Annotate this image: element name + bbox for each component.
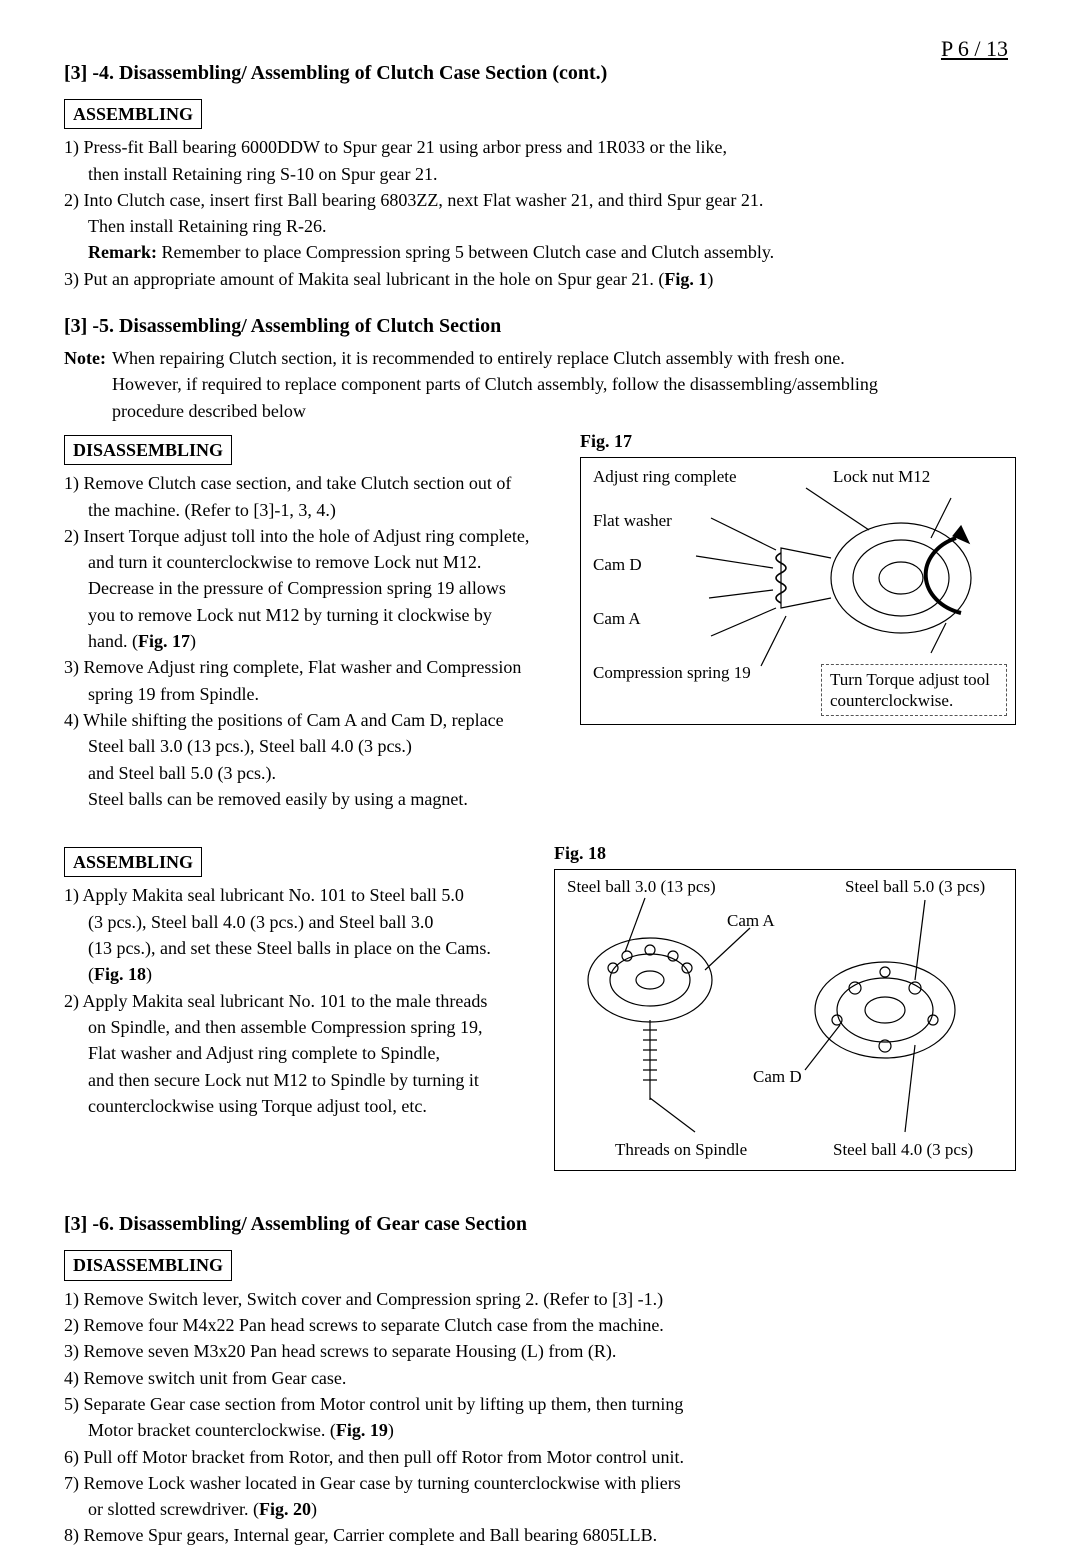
step-3-4-1a: 1) Press-fit Ball bearing 6000DDW to Spu… bbox=[64, 135, 1016, 159]
dis-s2e: hand. (Fig. 17) bbox=[64, 629, 562, 653]
fig17-torque-note: Turn Torque adjust tool counterclockwise… bbox=[821, 664, 1007, 717]
s36-6: 6) Pull off Motor bracket from Rotor, an… bbox=[64, 1445, 1016, 1469]
s36-8: 8) Remove Spur gears, Internal gear, Car… bbox=[64, 1523, 1016, 1547]
s36-7b: or slotted screwdriver. (Fig. 20) bbox=[64, 1497, 1016, 1521]
dis-s2c: Decrease in the pressure of Compression … bbox=[64, 576, 562, 600]
dis-s2a: 2) Insert Torque adjust toll into the ho… bbox=[64, 524, 562, 548]
fig17-caption: Fig. 17 bbox=[580, 429, 1016, 453]
fig18-diagram: Steel ball 3.0 (13 pcs) Steel ball 5.0 (… bbox=[554, 869, 1016, 1171]
fig18-caption: Fig. 18 bbox=[554, 841, 1016, 865]
asm-s2a: 2) Apply Makita seal lubricant No. 101 t… bbox=[64, 989, 536, 1013]
asm-s1a: 1) Apply Makita seal lubricant No. 101 t… bbox=[64, 883, 536, 907]
asm-s1d: (Fig. 18) bbox=[64, 962, 536, 986]
asm-s1b: (3 pcs.), Steel ball 4.0 (3 pcs.) and St… bbox=[64, 910, 536, 934]
dis-s2b: and turn it counterclockwise to remove L… bbox=[64, 550, 562, 574]
dis-s4a: 4) While shifting the positions of Cam A… bbox=[64, 708, 562, 732]
dis-s4c: and Steel ball 5.0 (3 pcs.). bbox=[64, 761, 562, 785]
assembling-box-3-4: ASSEMBLING bbox=[64, 99, 202, 129]
disassembling-box-3-5: DISASSEMBLING bbox=[64, 435, 232, 465]
fig17-comp-spring: Compression spring 19 bbox=[593, 662, 751, 685]
assembling-box-3-5: ASSEMBLING bbox=[64, 847, 202, 877]
remark-text: Remember to place Compression spring 5 b… bbox=[157, 242, 774, 262]
fig17-diagram: Adjust ring complete Lock nut M12 Flat w… bbox=[580, 457, 1016, 725]
step-3-4-2a: 2) Into Clutch case, insert first Ball b… bbox=[64, 188, 1016, 212]
fig17-adjust-ring: Adjust ring complete bbox=[593, 466, 737, 489]
dis-s3a: 3) Remove Adjust ring complete, Flat was… bbox=[64, 655, 562, 679]
disassembling-box-3-6: DISASSEMBLING bbox=[64, 1250, 232, 1280]
s36-7a: 7) Remove Lock washer located in Gear ca… bbox=[64, 1471, 1016, 1495]
asm-s1c: (13 pcs.), and set these Steel balls in … bbox=[64, 936, 536, 960]
dis-s4b: Steel ball 3.0 (13 pcs.), Steel ball 4.0… bbox=[64, 734, 562, 758]
section-3-4-heading: [3] -4. Disassembling/ Assembling of Clu… bbox=[64, 60, 1016, 87]
note-l1: When repairing Clutch section, it is rec… bbox=[112, 346, 878, 370]
fig18-sb40: Steel ball 4.0 (3 pcs) bbox=[833, 1139, 973, 1162]
dis-s3b: spring 19 from Spindle. bbox=[64, 682, 562, 706]
fig18-cam-a: Cam A bbox=[727, 910, 775, 933]
dis-s2d: you to remove Lock nut M12 by turning it… bbox=[64, 603, 562, 627]
note-label: Note: bbox=[64, 346, 106, 425]
s36-2: 2) Remove four M4x22 Pan head screws to … bbox=[64, 1313, 1016, 1337]
section-3-5-heading: [3] -5. Disassembling/ Assembling of Clu… bbox=[64, 313, 1016, 340]
step-3-4-remark: Remark: Remember to place Compression sp… bbox=[64, 240, 1016, 264]
remark-label: Remark: bbox=[88, 242, 157, 262]
s36-1: 1) Remove Switch lever, Switch cover and… bbox=[64, 1287, 1016, 1311]
fig18-threads: Threads on Spindle bbox=[615, 1139, 747, 1162]
step-3-4-1b: then install Retaining ring S-10 on Spur… bbox=[64, 162, 1016, 186]
fig17-cam-a: Cam A bbox=[593, 608, 641, 631]
section-3-6-heading: [3] -6. Disassembling/ Assembling of Gea… bbox=[64, 1211, 1016, 1238]
fig18-sb30: Steel ball 3.0 (13 pcs) bbox=[567, 876, 716, 899]
dis-s1a: 1) Remove Clutch case section, and take … bbox=[64, 471, 562, 495]
fig17-lock-nut: Lock nut M12 bbox=[833, 466, 930, 489]
fig17-cam-d: Cam D bbox=[593, 554, 642, 577]
s36-5a: 5) Separate Gear case section from Motor… bbox=[64, 1392, 1016, 1416]
step-3-4-3: 3) Put an appropriate amount of Makita s… bbox=[64, 267, 1016, 291]
asm-s2b: on Spindle, and then assemble Compressio… bbox=[64, 1015, 536, 1039]
page-number: P 6 / 13 bbox=[941, 34, 1008, 64]
fig18-cam-d: Cam D bbox=[753, 1066, 802, 1089]
note-l2: However, if required to replace componen… bbox=[112, 372, 878, 396]
step-3-4-2b: Then install Retaining ring R-26. bbox=[64, 214, 1016, 238]
dis-s4d: Steel balls can be removed easily by usi… bbox=[64, 787, 562, 811]
asm-s2e: counterclockwise using Torque adjust too… bbox=[64, 1094, 536, 1118]
asm-s2c: Flat washer and Adjust ring complete to … bbox=[64, 1041, 536, 1065]
s36-4: 4) Remove switch unit from Gear case. bbox=[64, 1366, 1016, 1390]
fig17-flat-washer: Flat washer bbox=[593, 510, 672, 533]
dis-s1b: the machine. (Refer to [3]-1, 3, 4.) bbox=[64, 498, 562, 522]
fig18-sb50: Steel ball 5.0 (3 pcs) bbox=[845, 876, 985, 899]
note-l3: procedure described below bbox=[112, 399, 878, 423]
s36-5b: Motor bracket counterclockwise. (Fig. 19… bbox=[64, 1418, 1016, 1442]
asm-s2d: and then secure Lock nut M12 to Spindle … bbox=[64, 1068, 536, 1092]
note-3-5: Note: When repairing Clutch section, it … bbox=[64, 346, 1016, 425]
s36-3: 3) Remove seven M3x20 Pan head screws to… bbox=[64, 1339, 1016, 1363]
